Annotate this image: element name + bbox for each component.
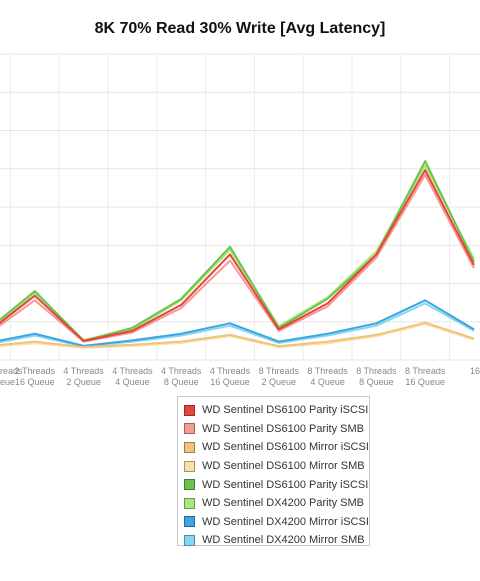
x-tick-label: 8 Threads: [405, 366, 446, 376]
x-tick-label: 2 Queue: [262, 377, 297, 387]
x-tick-label: 2 Queue: [66, 377, 101, 387]
x-tick-label: 4 Queue: [310, 377, 345, 387]
series-line: [0, 160, 475, 342]
legend-label: WD Sentinel DS6100 Mirror iSCSI: [202, 441, 369, 454]
x-tick-label: eue: [0, 377, 15, 387]
x-tick-label: 4 Threads: [112, 366, 153, 376]
series-line: [0, 173, 475, 343]
legend-item[interactable]: WD Sentinel DS6100 Mirror SMB: [184, 457, 369, 476]
legend-item[interactable]: WD Sentinel DS6100 Parity iSCSI: [184, 475, 369, 494]
legend-label: WD Sentinel DX4200 Mirror SMB: [202, 534, 365, 547]
legend-label: WD Sentinel DS6100 Parity iSCSI: [202, 404, 369, 417]
chart-title: 8K 70% Read 30% Write [Avg Latency]: [94, 20, 386, 37]
x-tick-label: 16 Queue: [405, 377, 445, 387]
legend-swatch: [184, 423, 195, 435]
x-tick-label: 8 Queue: [359, 377, 394, 387]
legend-item[interactable]: WD Sentinel DS6100 Parity iSCSI: [184, 401, 369, 420]
x-tick-label: 2 Threads: [15, 366, 56, 376]
legend-swatch: [184, 441, 195, 453]
legend-swatch: [184, 460, 195, 472]
legend-swatch: [184, 516, 195, 528]
legend-label: WD Sentinel DX4200 Parity SMB: [202, 497, 365, 510]
x-tick-label: 16 Queue: [15, 377, 55, 387]
legend-item[interactable]: WD Sentinel DX4200 Parity SMB: [184, 494, 369, 513]
legend-swatch: [184, 534, 195, 546]
x-tick-label: 4 Threads: [161, 366, 202, 376]
x-tick-label: 8 Threads: [356, 366, 397, 376]
x-tick-label: reads: [0, 366, 23, 376]
legend-item[interactable]: WD Sentinel DX4200 Mirror iSCSI: [184, 513, 369, 532]
legend-swatch: [184, 497, 195, 509]
x-tick-label: 4 Queue: [115, 377, 150, 387]
grid-lines: [0, 53, 480, 361]
legend-item[interactable]: WD Sentinel DS6100 Mirror iSCSI: [184, 438, 369, 457]
legend-swatch: [184, 479, 195, 491]
series-line: [0, 299, 475, 347]
series-line: [0, 169, 475, 342]
x-tick-label: 4 Threads: [210, 366, 251, 376]
legend-label: WD Sentinel DX4200 Mirror iSCSI: [202, 515, 369, 528]
legend-item[interactable]: WD Sentinel DS6100 Parity SMB: [184, 420, 369, 439]
series-line: [0, 321, 475, 349]
series-lines: [0, 160, 475, 349]
legend-label: WD Sentinel DS6100 Parity SMB: [202, 422, 365, 435]
legend-label: WD Sentinel DS6100 Mirror SMB: [202, 460, 365, 473]
x-tick-label: 16 Queue: [210, 377, 250, 387]
x-tick-label: 8 Threads: [307, 366, 348, 376]
legend-swatch: [184, 404, 195, 416]
legend-item[interactable]: WD Sentinel DX4200 Mirror SMB: [184, 531, 369, 550]
legend-label: WD Sentinel DS6100 Parity iSCSI: [202, 478, 369, 491]
x-tick-label: 4 Threads: [63, 366, 104, 376]
legend: WD Sentinel DS6100 Parity iSCSI WD Sentin…: [177, 396, 370, 546]
x-tick-label: 8 Queue: [164, 377, 199, 387]
x-tick-label: 16: [470, 366, 480, 376]
x-tick-label: 8 Threads: [259, 366, 300, 376]
